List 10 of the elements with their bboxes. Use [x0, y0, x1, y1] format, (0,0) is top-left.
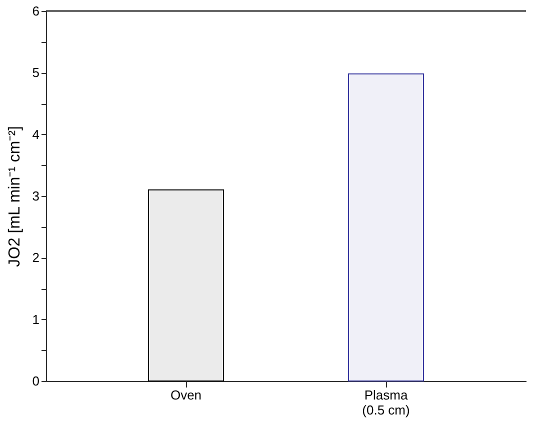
x-tick-label: Oven — [170, 388, 202, 402]
y-tick-label: 6 — [32, 4, 40, 18]
y-tick-label: 0 — [32, 374, 40, 388]
y-axis-title: JO2 [mL min⁻¹ cm⁻²] — [6, 126, 24, 267]
y-tick-label: 1 — [32, 312, 40, 327]
x-tick-label: Plasma (0.5 cm) — [362, 388, 410, 418]
y-tick-label: 2 — [32, 250, 40, 266]
y-tick-label: 5 — [32, 65, 40, 80]
y-tick-label: 4 — [32, 126, 40, 142]
y-tick-label: 3 — [32, 188, 40, 204]
